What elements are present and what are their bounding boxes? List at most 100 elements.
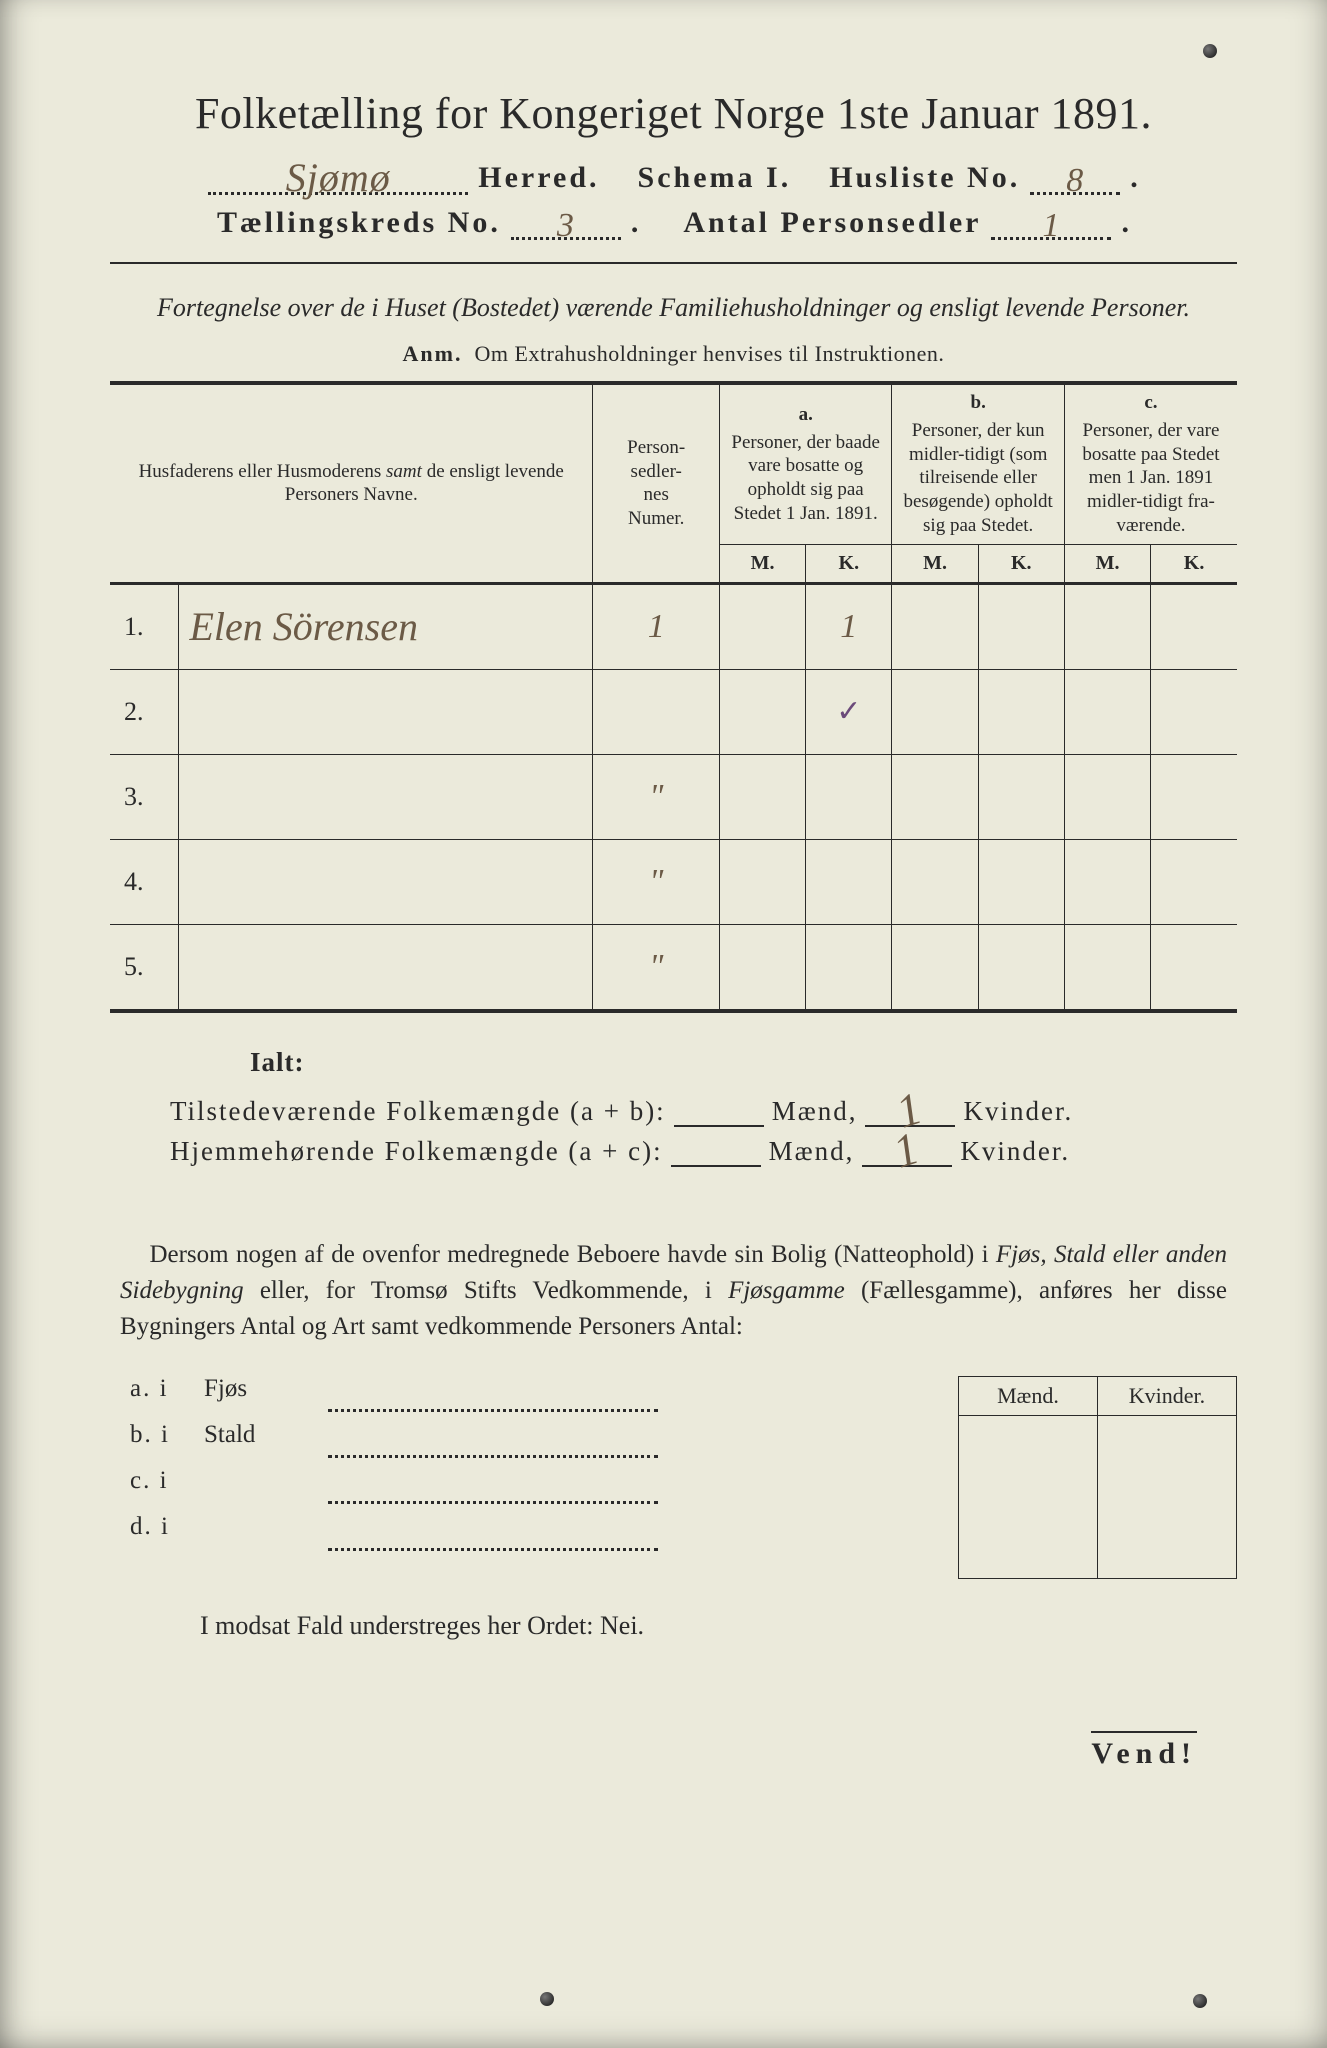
herred-label: Herred.	[478, 161, 599, 195]
abcd-d: d. i	[130, 1504, 190, 1550]
kreds-no-handwritten: 3	[557, 209, 575, 243]
row-name	[179, 839, 593, 924]
abcd-b-word: Stald	[204, 1412, 314, 1458]
row-ps: "	[593, 754, 719, 839]
anm-label: Anm.	[403, 341, 463, 366]
households-table: Husfaderens eller Husmoderens samt de en…	[110, 381, 1237, 1013]
lower-em1: Fjøs, Stald eller anden Sidebygning	[120, 1241, 1227, 1304]
abcd-b: b. i	[130, 1412, 190, 1458]
census-form-page: Folketælling for Kongeriget Norge 1ste J…	[0, 0, 1327, 2048]
row-bK	[978, 839, 1064, 924]
anm-line: Anm. Om Extrahusholdninger henvises til …	[110, 341, 1237, 367]
col-ps-header: Person-sedler-nesNumer.	[593, 383, 719, 583]
row-aK: 1	[806, 583, 892, 669]
row-name	[179, 669, 593, 754]
row-number: 4.	[110, 839, 179, 924]
row-cK	[1151, 754, 1237, 839]
row-bK	[978, 669, 1064, 754]
row-bM	[892, 754, 978, 839]
row-aK	[806, 754, 892, 839]
schema-label: Schema I.	[638, 161, 792, 195]
divider	[110, 262, 1237, 264]
abcd-a: a. i	[130, 1366, 190, 1412]
row-name	[179, 924, 593, 1011]
table-row: 4. "	[110, 839, 1237, 924]
row-ps: 1	[593, 583, 719, 669]
herred-handwritten: Sjømø	[286, 158, 391, 198]
subtitle-block: Sjømø Herred. Schema I. Husliste No. 8 .…	[110, 157, 1237, 240]
totals-row2-label: Hjemmehørende Folkemængde (a + c):	[170, 1136, 663, 1167]
row-cK	[1151, 583, 1237, 669]
vend-label: Vend!	[1091, 1731, 1197, 1771]
row-cK	[1151, 924, 1237, 1011]
row-bM	[892, 839, 978, 924]
table-row: 2. ✓	[110, 669, 1237, 754]
lower-paragraph: Dersom nogen af de ovenfor medregnede Be…	[120, 1237, 1227, 1346]
row-aM	[719, 924, 805, 1011]
kvinder-label: Kvinder.	[960, 1136, 1070, 1167]
row-cM	[1064, 754, 1150, 839]
col-c-k: K.	[1151, 544, 1237, 583]
row-aM	[719, 839, 805, 924]
side-m-header: Mænd.	[959, 1376, 1098, 1415]
table-row: 1.Elen Sörensen11	[110, 583, 1237, 669]
row-aK	[806, 839, 892, 924]
pinhole	[1193, 1994, 1207, 2008]
row-number: 3.	[110, 754, 179, 839]
col-c-letter: c.	[1071, 391, 1231, 415]
col-a-k: K.	[806, 544, 892, 583]
row-cM	[1064, 583, 1150, 669]
row-cM	[1064, 924, 1150, 1011]
pinhole	[540, 1992, 554, 2006]
col-a-m: M.	[719, 544, 805, 583]
row-bK	[978, 583, 1064, 669]
abcd-c: c. i	[130, 1458, 190, 1504]
maend-label: Mænd,	[769, 1136, 855, 1167]
row-bK	[978, 924, 1064, 1011]
row-name: Elen Sörensen	[179, 583, 593, 669]
row-ps: "	[593, 924, 719, 1011]
row-number: 2.	[110, 669, 179, 754]
row-aK: ✓	[806, 669, 892, 754]
col-b-letter: b.	[898, 391, 1057, 415]
husliste-no-handwritten: 8	[1066, 164, 1084, 198]
side-k-header: Kvinder.	[1098, 1376, 1237, 1415]
page-title: Folketælling for Kongeriget Norge 1ste J…	[110, 88, 1237, 139]
row-aM	[719, 583, 805, 669]
modsat-line: I modsat Fald understreges her Ordet: Ne…	[200, 1611, 1237, 1641]
row-ps	[593, 669, 719, 754]
col-a-letter: a.	[726, 403, 885, 427]
row-ps: "	[593, 839, 719, 924]
row-cM	[1064, 669, 1150, 754]
row-aM	[719, 669, 805, 754]
row-cK	[1151, 669, 1237, 754]
abcd-a-word: Fjøs	[204, 1366, 314, 1412]
kvinder-label: Kvinder.	[963, 1096, 1073, 1127]
col-c-text: Personer, der vare bosatte paa Stedet me…	[1082, 420, 1219, 536]
row-bM	[892, 583, 978, 669]
husliste-label: Husliste No.	[829, 161, 1020, 195]
row-bM	[892, 924, 978, 1011]
row-number: 5.	[110, 924, 179, 1011]
table-row: 5. "	[110, 924, 1237, 1011]
row-aK	[806, 924, 892, 1011]
col-b-m: M.	[892, 544, 978, 583]
row-name	[179, 754, 593, 839]
row-number: 1.	[110, 583, 179, 669]
pinhole	[1203, 44, 1217, 58]
col-b-k: K.	[978, 544, 1064, 583]
col-b-text: Personer, der kun midler-tidigt (som til…	[904, 420, 1053, 536]
side-mk-table: Mænd. Kvinder.	[958, 1376, 1237, 1579]
row-aM	[719, 754, 805, 839]
antal-handwritten: 1	[1042, 209, 1060, 243]
anm-text: Om Extrahusholdninger henvises til Instr…	[475, 341, 945, 366]
antal-label: Antal Personsedler	[683, 206, 981, 240]
intro-text: Fortegnelse over de i Huset (Bostedet) v…	[120, 290, 1227, 325]
table-row: 3. "	[110, 754, 1237, 839]
maend-label: Mænd,	[772, 1096, 858, 1127]
row-cK	[1151, 839, 1237, 924]
col-name-header: Husfaderens eller Husmoderens samt de en…	[139, 461, 564, 506]
totals-row1-label: Tilstedeværende Folkemængde (a + b):	[170, 1096, 666, 1127]
lower-em2: Fjøsgamme	[728, 1277, 845, 1304]
row-bK	[978, 754, 1064, 839]
